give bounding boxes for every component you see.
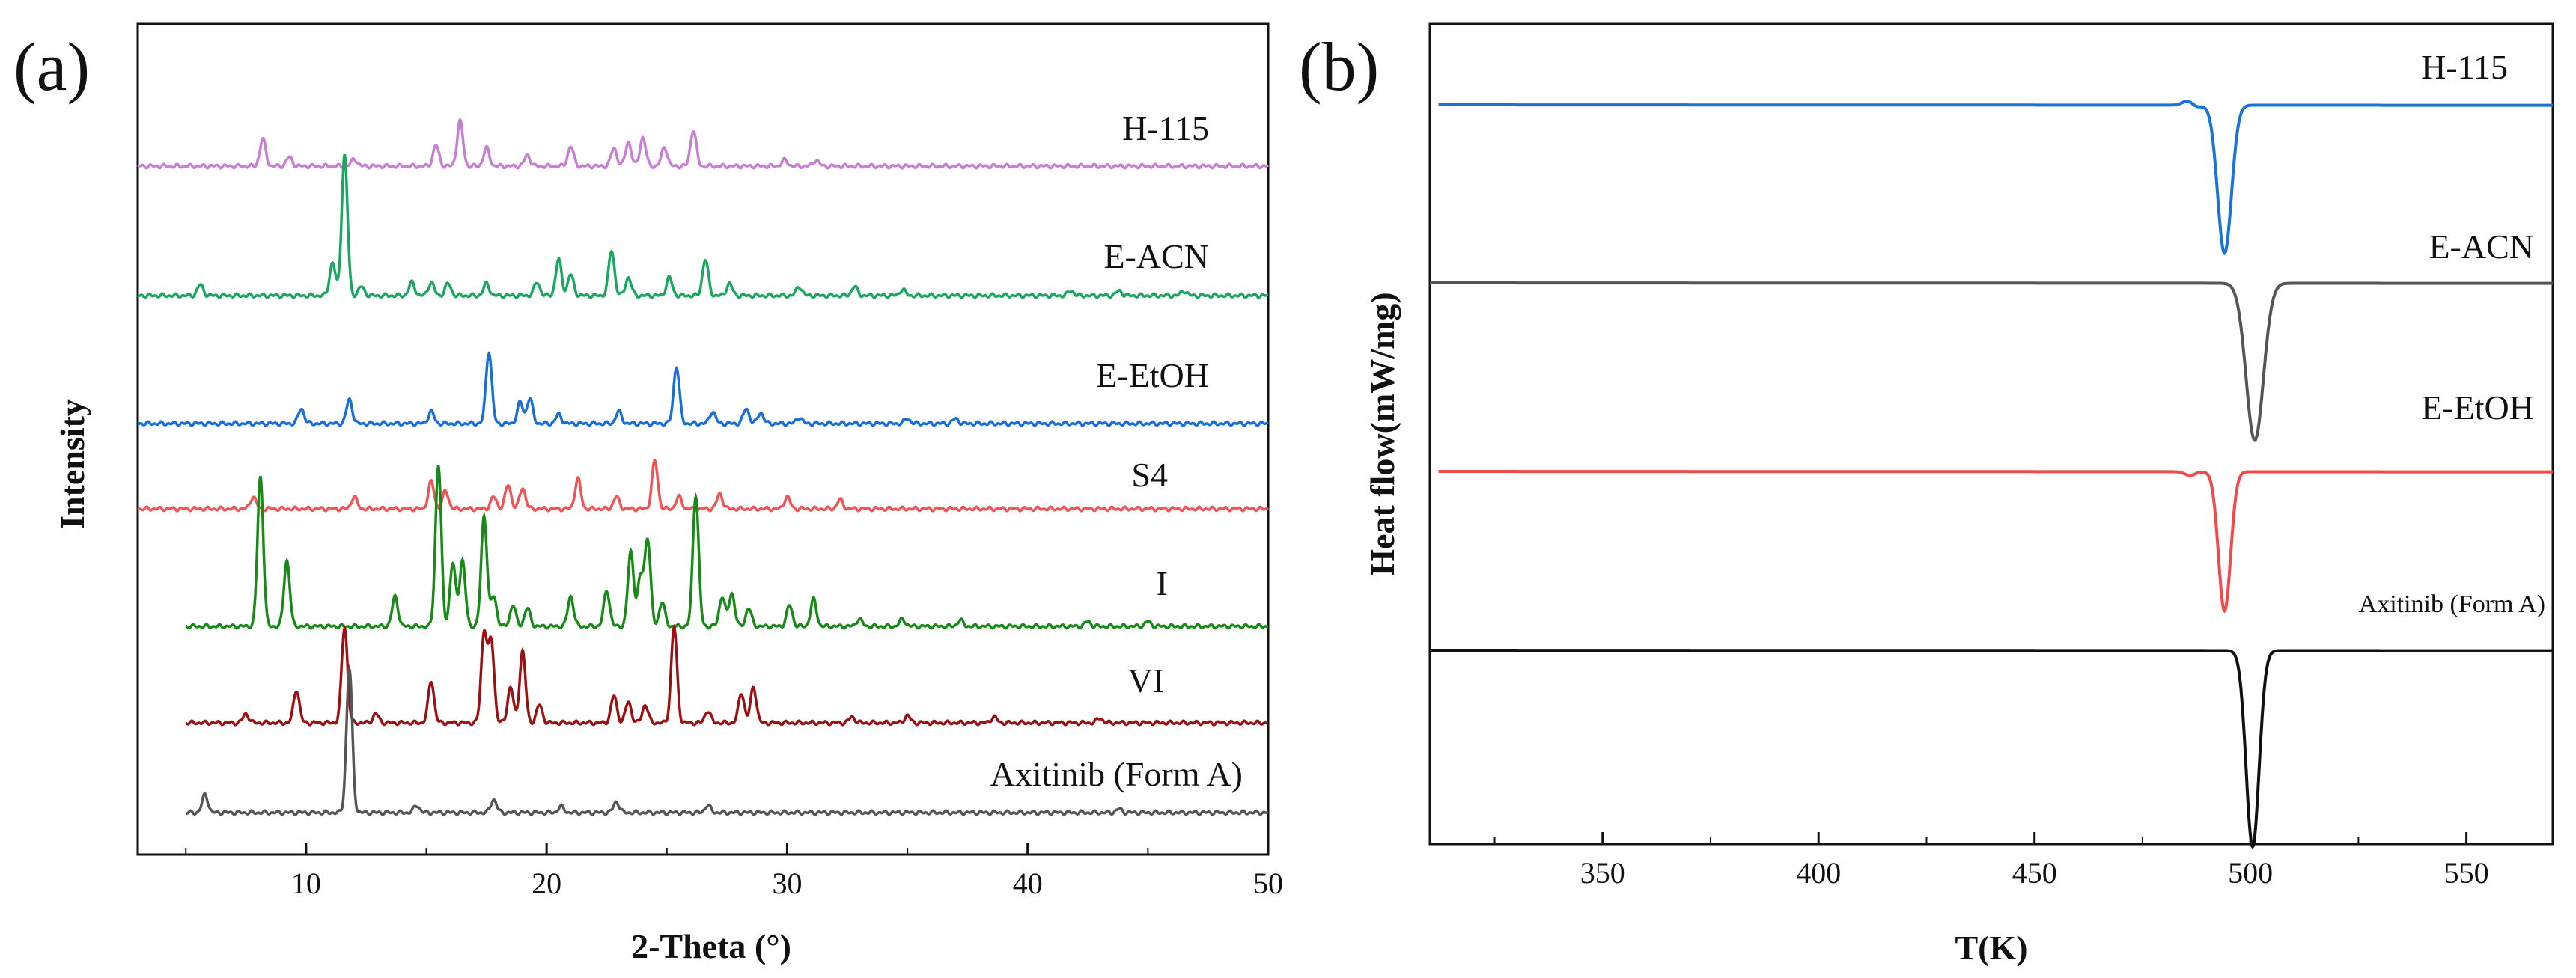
xrd-series-i — [185, 465, 1269, 630]
dsc-x-tick-label: 350 — [1580, 856, 1625, 890]
dsc-x-tick-label: 550 — [2444, 856, 2489, 890]
panel-b-label: (b) — [1299, 28, 1379, 105]
xrd-series-label-s4: S4 — [1131, 456, 1168, 494]
xrd-panel: (a) 10 20 30 40 50 H-115 E-ACN E-EtOH S4 I VI Axit… — [13, 22, 1283, 965]
dsc-series-label-e-acn: E-ACN — [2429, 227, 2534, 266]
dsc-x-axis-title: T(K) — [1955, 929, 2027, 967]
xrd-series-label-axitinib-form-a: Axitinib (Form A) — [990, 755, 1243, 793]
xrd-x-tick-label: 10 — [291, 867, 321, 900]
xrd-series-e-acn — [137, 153, 1269, 299]
xrd-series-label-e-acn: E-ACN — [1103, 237, 1209, 275]
dsc-series-e-acn — [1430, 281, 2554, 442]
xrd-series-label-i: I — [1157, 564, 1168, 602]
xrd-series-s4 — [137, 459, 1270, 513]
dsc-panel: (b) 350 400 450 500 550 H-115 E-ACN E-EtOH Axit… — [1299, 22, 2554, 967]
xrd-series-h-115 — [137, 117, 1269, 170]
xrd-y-axis-title: Intensity — [53, 399, 91, 529]
xrd-series-vi — [185, 623, 1269, 727]
dsc-series-axitinib-form-a — [1430, 649, 2554, 849]
xrd-series-label-h-115: H-115 — [1122, 109, 1209, 147]
xrd-plot-frame — [136, 22, 1270, 856]
dsc-plot-frame — [1428, 22, 2554, 846]
dsc-series-group: H-115 E-ACN E-EtOH Axitinib (Form A) — [1430, 48, 2554, 849]
dsc-y-axis-title: Heat flow(mW/mg) — [1363, 292, 1401, 575]
xrd-x-axis: 10 20 30 40 50 — [185, 843, 1283, 900]
dsc-series-e-etoh — [1438, 470, 2554, 614]
xrd-series-label-vi: VI — [1127, 661, 1164, 700]
dsc-series-label-h-115: H-115 — [2421, 48, 2508, 86]
dsc-series-label-e-etoh: E-EtOH — [2421, 388, 2534, 427]
xrd-x-axis-title: 2-Theta (°) — [631, 927, 791, 965]
dsc-series-h-115 — [1438, 100, 2554, 255]
dsc-series-label-axitinib-form-a: Axitinib (Form A) — [2359, 590, 2545, 618]
xrd-x-tick-label: 30 — [772, 867, 802, 900]
xrd-x-tick-label: 50 — [1253, 867, 1283, 900]
dsc-x-tick-label: 500 — [2228, 856, 2273, 890]
dsc-x-tick-label: 400 — [1796, 856, 1841, 890]
dsc-x-axis: 350 400 450 500 550 — [1493, 832, 2489, 890]
xrd-series-group: H-115 E-ACN E-EtOH S4 I VI Axitinib (Form A) — [137, 109, 1270, 816]
xrd-x-tick-label: 40 — [1013, 867, 1043, 900]
xrd-series-label-e-etoh: E-EtOH — [1096, 356, 1209, 394]
dsc-x-tick-label: 450 — [2012, 856, 2057, 890]
panel-a-label: (a) — [13, 28, 90, 105]
xrd-x-tick-label: 20 — [532, 867, 561, 900]
xrd-series-axitinib-form-a — [185, 664, 1270, 816]
xrd-series-e-etoh — [137, 351, 1269, 427]
